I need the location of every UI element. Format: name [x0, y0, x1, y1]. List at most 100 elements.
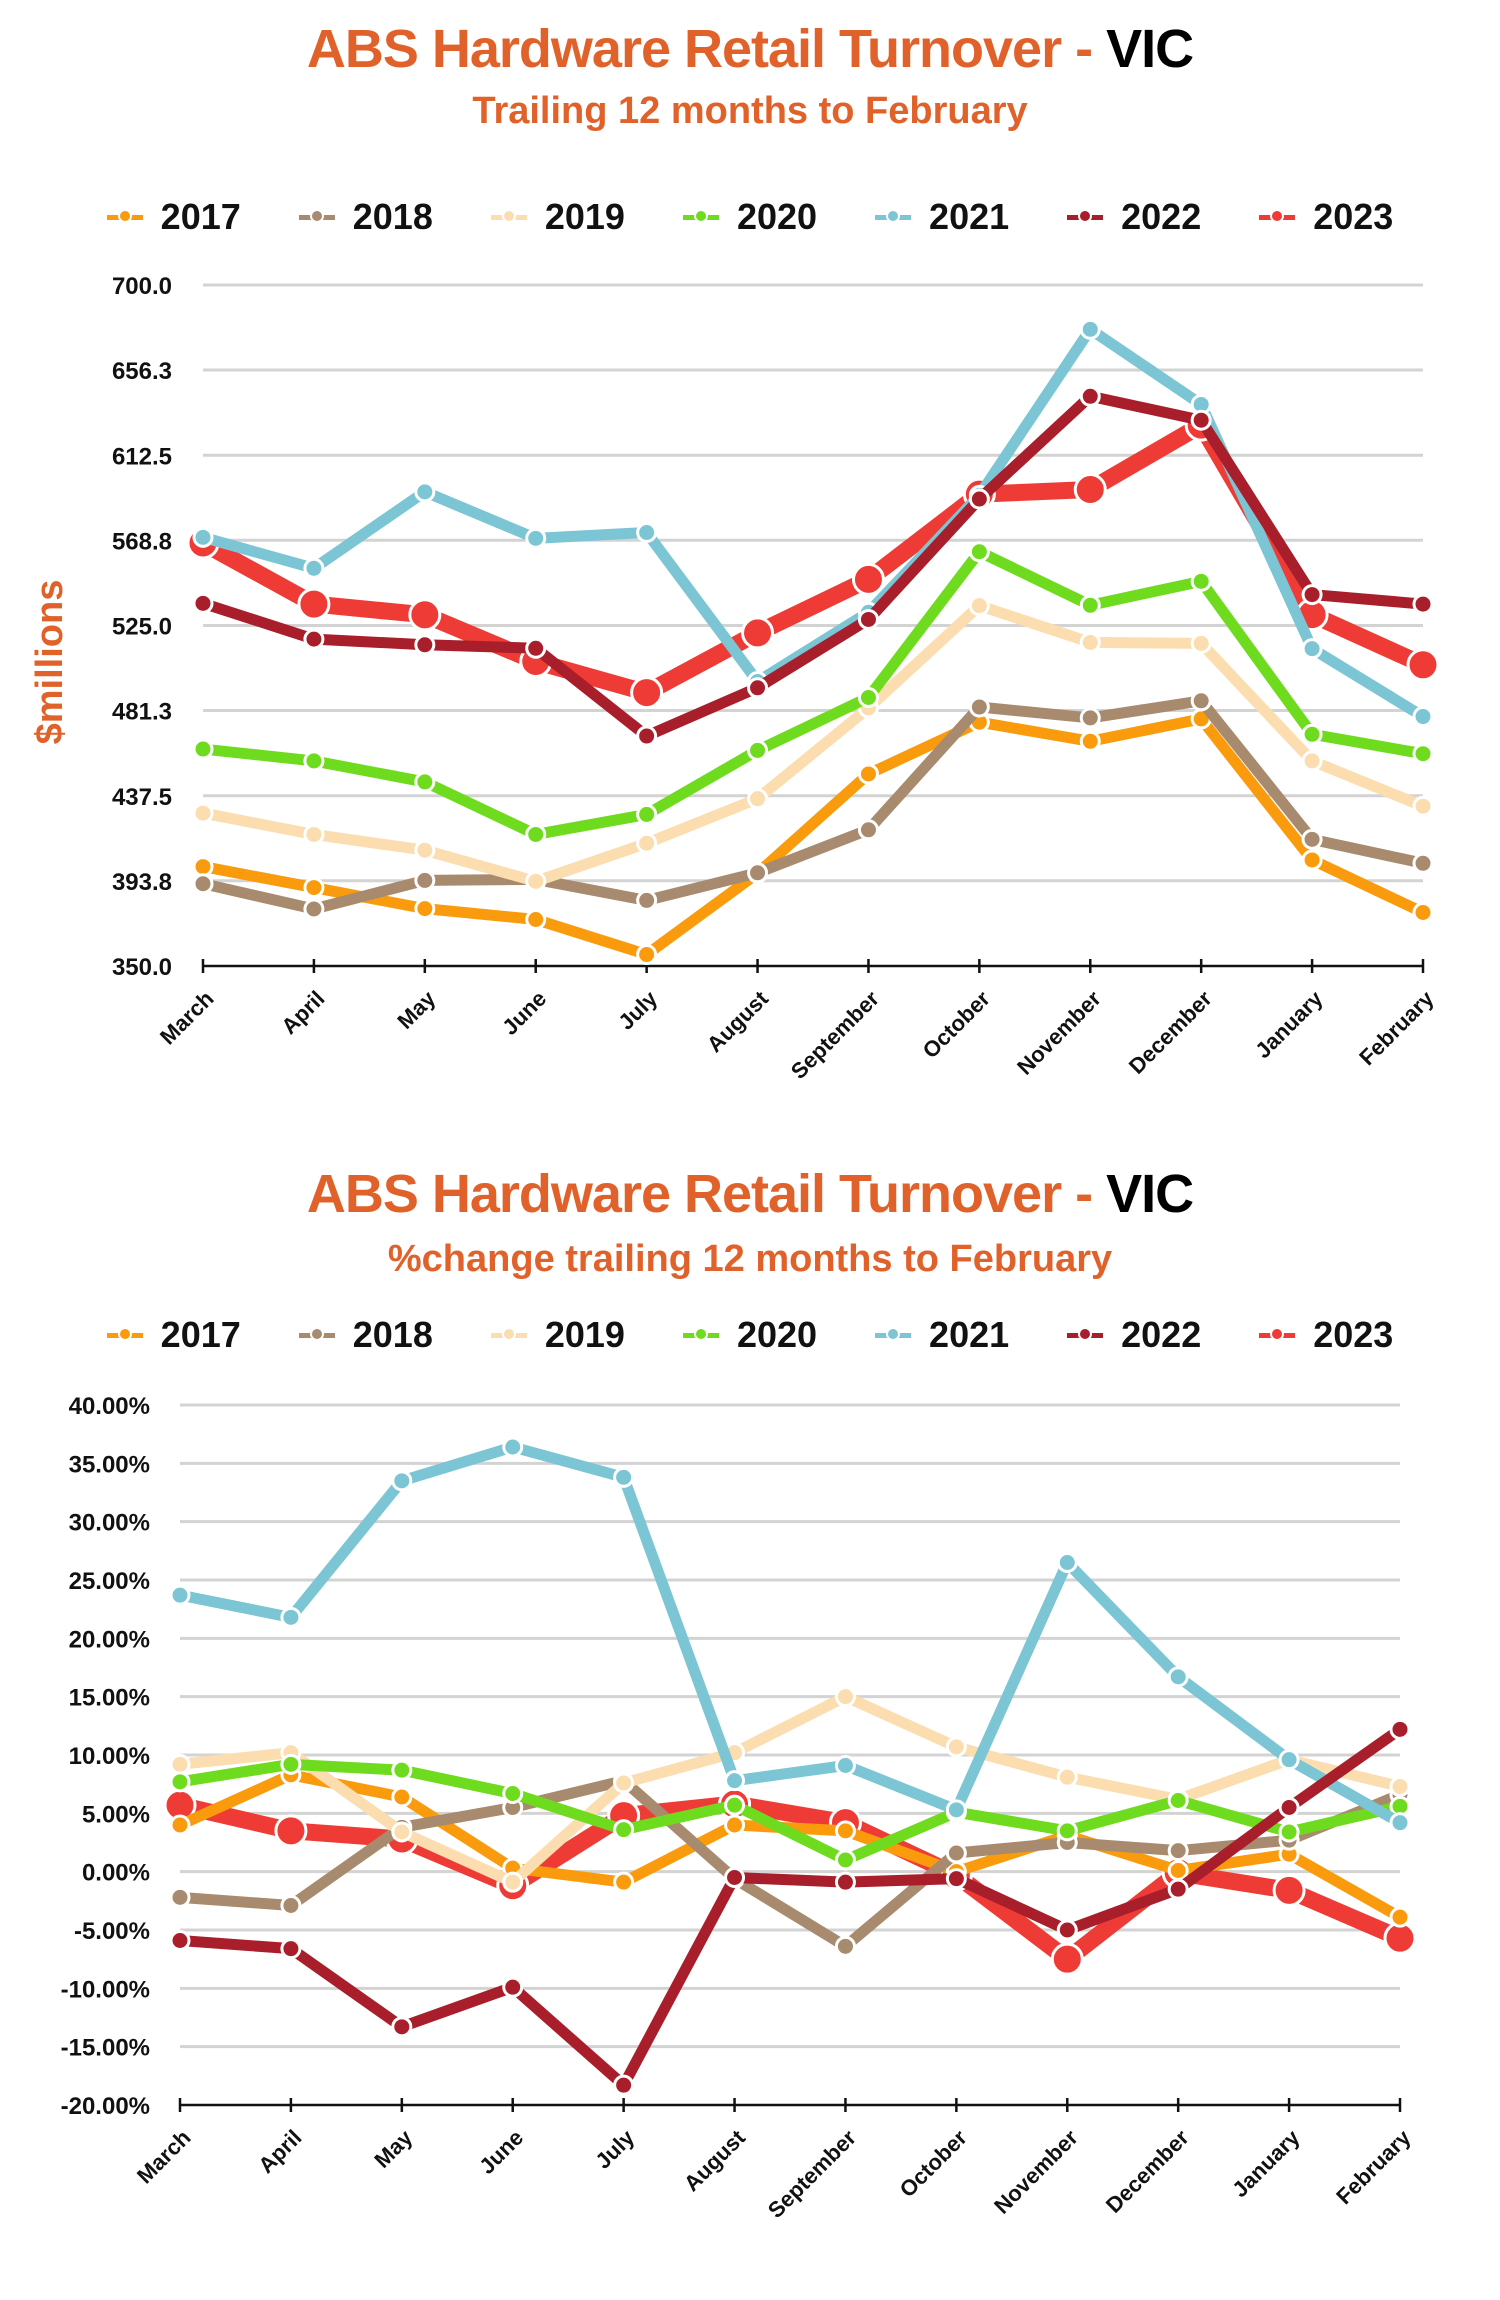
- legend-marker-icon: [1259, 209, 1296, 223]
- legend-label: 2022: [1121, 1314, 1202, 1355]
- x-tick-label: June: [497, 986, 551, 1040]
- data-point: [192, 802, 214, 824]
- legend-marker-icon: [490, 1327, 527, 1341]
- chart1-title-region: VIC: [1106, 19, 1194, 79]
- chart1-title-text: ABS Hardware Retail Turnover -: [306, 19, 1107, 79]
- x-tick-label: September: [763, 2125, 861, 2223]
- legend-marker-icon: [298, 1327, 335, 1341]
- legend-label: 2019: [544, 1314, 625, 1355]
- data-point: [741, 616, 775, 650]
- legend-marker-icon: [106, 209, 143, 223]
- data-point: [274, 1814, 308, 1848]
- data-point: [834, 1755, 856, 1776]
- series-line-2020: [179, 1758, 1402, 1866]
- legend-item-2023: 2023: [1259, 1314, 1393, 1356]
- data-point: [968, 595, 990, 617]
- chart2-title: ABS Hardware Retail Turnover - VIC: [0, 1163, 1500, 1225]
- data-point: [192, 738, 214, 760]
- y-tick-label: 25.00%: [69, 1568, 150, 1595]
- data-point: [525, 908, 547, 930]
- data-point: [1079, 594, 1101, 616]
- y-tick-label: 0.00%: [82, 1860, 150, 1887]
- data-point: [1412, 743, 1434, 765]
- series-2021: [192, 318, 1434, 728]
- data-point: [1389, 1812, 1411, 1834]
- legend-label: 2022: [1121, 196, 1202, 237]
- y-tick-label: 10.00%: [69, 1743, 150, 1770]
- series-2022: [169, 1718, 1411, 2096]
- x-tick-label: July: [613, 985, 662, 1034]
- chart1-title: ABS Hardware Retail Turnover - VIC: [0, 18, 1500, 80]
- legend-label: 2018: [352, 1314, 433, 1355]
- legend-label: 2019: [544, 196, 625, 237]
- series-line-2017: [201, 713, 1426, 961]
- data-point: [414, 634, 436, 656]
- data-point: [1278, 1821, 1300, 1843]
- data-point: [192, 592, 214, 614]
- x-tick-label: February: [1331, 2124, 1416, 2209]
- data-point: [280, 1606, 302, 1628]
- legend-marker-icon: [298, 209, 335, 223]
- data-point: [169, 1584, 191, 1606]
- data-point: [1167, 1790, 1189, 1811]
- series-2021: [169, 1436, 1411, 1834]
- data-point: [1278, 1749, 1300, 1771]
- series-line-2019: [179, 1691, 1402, 1888]
- data-point: [1389, 1718, 1411, 1740]
- data-point: [297, 587, 331, 621]
- data-point: [303, 823, 325, 845]
- y-tick-label: 30.00%: [69, 1510, 150, 1537]
- legend-item-2021: 2021: [875, 196, 1009, 238]
- x-tick-label: December: [1124, 986, 1217, 1079]
- data-point: [1167, 1840, 1189, 1862]
- data-point: [1301, 723, 1323, 745]
- data-point: [1301, 849, 1323, 871]
- data-point: [1389, 1906, 1411, 1928]
- legend-marker-icon: [682, 1327, 719, 1341]
- series-line-2022: [179, 1724, 1404, 2091]
- data-point: [1412, 852, 1434, 874]
- legend-item-2017: 2017: [106, 196, 241, 238]
- data-point: [636, 521, 658, 543]
- x-tick-label: August: [702, 985, 774, 1057]
- data-point: [857, 763, 879, 785]
- legend-marker-icon: [490, 209, 527, 223]
- legend-item-2019: 2019: [490, 196, 625, 238]
- y-tick-label: 700.0: [112, 273, 172, 300]
- data-point: [747, 788, 769, 810]
- series-2018: [192, 690, 1434, 920]
- data-point: [834, 1686, 856, 1708]
- legend-label: 2021: [929, 1314, 1010, 1355]
- legend-marker-icon: [1259, 1327, 1296, 1341]
- data-point: [169, 1753, 191, 1775]
- data-point: [968, 488, 990, 510]
- y-tick-label: 612.5: [112, 443, 172, 470]
- data-point: [1301, 584, 1323, 606]
- x-tick-label: June: [474, 2125, 528, 2179]
- chart2-title-text: ABS Hardware Retail Turnover -: [306, 1164, 1107, 1224]
- x-tick-label: January: [1227, 2124, 1305, 2202]
- data-point: [1412, 901, 1434, 923]
- data-point: [192, 856, 214, 878]
- data-point: [391, 1786, 413, 1808]
- data-point: [851, 562, 885, 596]
- legend-label: 2023: [1313, 1314, 1394, 1355]
- data-point: [1167, 1860, 1189, 1881]
- data-point: [747, 862, 769, 884]
- data-point: [169, 1886, 191, 1908]
- chart2-plot: 40.00% 35.00% 30.00% 25.00% 20.00% 15.00% 10.0…: [61, 1393, 1417, 2223]
- data-point: [1079, 707, 1101, 729]
- data-point: [968, 696, 990, 718]
- data-point: [1079, 730, 1101, 752]
- data-point: [192, 873, 214, 895]
- data-point: [303, 898, 325, 920]
- series-line-2020: [202, 546, 1424, 840]
- data-point: [525, 527, 547, 549]
- data-point: [1389, 1776, 1411, 1797]
- data-point: [1301, 638, 1323, 660]
- data-point: [192, 526, 214, 548]
- y-axis-label: $millions: [29, 580, 71, 745]
- series-line-2022: [201, 390, 1424, 742]
- data-point: [613, 1772, 635, 1794]
- y-tick-label: 656.3: [112, 358, 172, 385]
